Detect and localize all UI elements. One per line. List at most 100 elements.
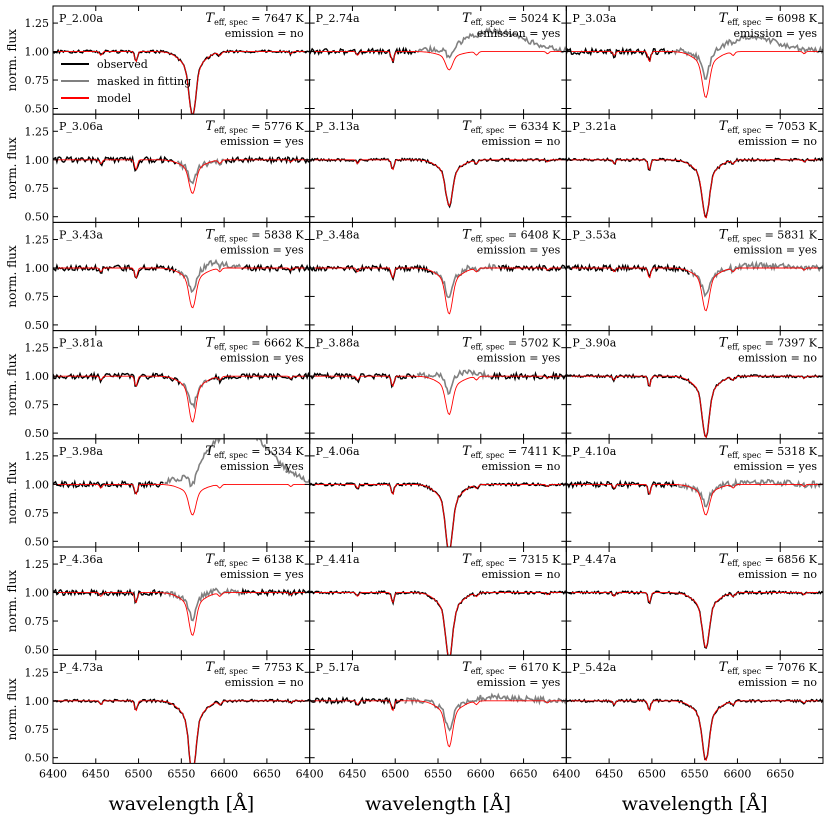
y-tick-label: 0.50 [25,535,50,548]
emission-label: emission = yes [733,243,817,256]
teff-label: Teff, spec = 6138 K [205,552,304,568]
model-line [309,159,567,207]
emission-label: emission = yes [220,460,304,473]
panel-name: P_4.73a [59,661,103,674]
masked-line [673,33,823,80]
emission-label: emission = yes [477,676,561,689]
x-tick-label: 6650 [253,767,281,780]
y-tick-label: 0.75 [25,723,50,736]
panel-name: P_5.17a [316,661,360,674]
observed-line [53,154,310,172]
y-tick-label: 1.00 [25,262,50,275]
y-tick-label: 0.75 [25,182,50,195]
panel-curves [53,48,310,115]
panel-name: P_4.06a [316,445,360,458]
model-line [309,700,567,748]
x-tick-label: 6550 [167,767,195,780]
masked-line [164,587,242,622]
model-line [53,267,310,309]
y-tick-label: 0.50 [25,427,50,440]
x-tick-label: 6600 [467,767,495,780]
x-tick-label: 6500 [381,767,409,780]
x-tick-label: 6400 [552,767,580,780]
y-tick-label: 1.00 [25,695,50,708]
panel-P_5.17a: 6400 6450 6500 6550 6600 6650 P_5.17a Teff, spe… [296,654,567,815]
x-axis-label: wavelength [Å] [108,793,254,815]
y-tick-label: 1.25 [25,233,50,246]
x-tick-label: 6500 [125,767,153,780]
panel-name: P_4.10a [572,445,616,458]
y-axis-label: norm. flux [5,570,19,632]
x-tick-label: 6450 [338,767,366,780]
model-line [53,375,310,423]
panel-curves [309,589,567,656]
panel-curves [309,481,567,547]
y-axis-label: norm. flux [5,353,19,415]
teff-label: Teff, spec = 5024 K [462,11,561,27]
panel-curves [53,438,310,516]
y-axis-label: norm. flux [5,137,19,199]
panel-name: P_3.88a [316,337,360,350]
observed-line [566,156,823,219]
model-line [566,267,823,312]
emission-label: emission = no [738,676,817,689]
panel-curves [53,258,310,309]
emission-label: emission = yes [733,460,817,473]
x-tick-label: 6450 [595,767,623,780]
legend: observed masked in fitting model [61,58,191,105]
y-tick-label: 0.50 [25,752,50,765]
x-tick-label: 6550 [424,767,452,780]
model-line [309,592,567,656]
y-tick-label: 1.00 [25,370,50,383]
masked-line [164,438,310,488]
panel-name: P_3.53a [572,228,616,241]
legend-label: masked in fitting [97,75,191,88]
teff-label: Teff, spec = 6408 K [462,227,561,243]
emission-label: emission = yes [477,243,561,256]
teff-label: Teff, spec = 5318 K [719,444,818,460]
x-tick-label: 6450 [82,767,110,780]
y-tick-label: 0.75 [25,74,50,87]
model-line [53,159,310,195]
panel-name: P_5.42a [572,661,616,674]
masked-line [677,477,823,508]
model-line [53,592,310,636]
teff-label: Teff, spec = 6856 K [719,552,818,568]
masked-line [690,260,823,298]
teff-label: Teff, spec = 6098 K [719,11,818,27]
model-line [53,51,310,115]
y-tick-label: 0.75 [25,290,50,303]
panel-name: P_3.21a [572,120,616,133]
x-tick-label: 6400 [296,767,324,780]
model-line [566,483,823,516]
panel-curves [53,370,310,423]
emission-label: emission = yes [220,568,304,581]
teff-label: Teff, spec = 7411 K [462,444,561,460]
panel-P_5.42a: 6400 6450 6500 6550 6600 6650 P_5.42a Teff, spe… [552,654,824,815]
observed-line [309,157,567,209]
legend-label: observed [97,58,148,71]
model-line [566,592,823,649]
panel-curves [309,157,567,209]
y-tick-label: 0.50 [25,211,50,224]
model-line [566,375,823,439]
panel-P_3.81a: 0.50 0.75 1.00 1.25 P_3.81a Teff, spec = 6662… [5,330,311,440]
panel-curves [566,33,823,99]
x-tick-label: 6550 [681,767,709,780]
x-axis-label: wavelength [Å] [365,793,511,815]
y-tick-label: 0.50 [25,319,50,332]
emission-label: emission = no [738,568,817,581]
panel-curves [309,692,567,748]
observed-line [309,46,417,64]
observed-line [53,587,310,605]
teff-label: Teff, spec = 7397 K [719,336,818,352]
panel-curves [309,26,567,71]
panel-P_4.73a: 0.50 0.75 1.00 1.25 6400 6450 6500 6550 6600 6650… [5,654,311,815]
